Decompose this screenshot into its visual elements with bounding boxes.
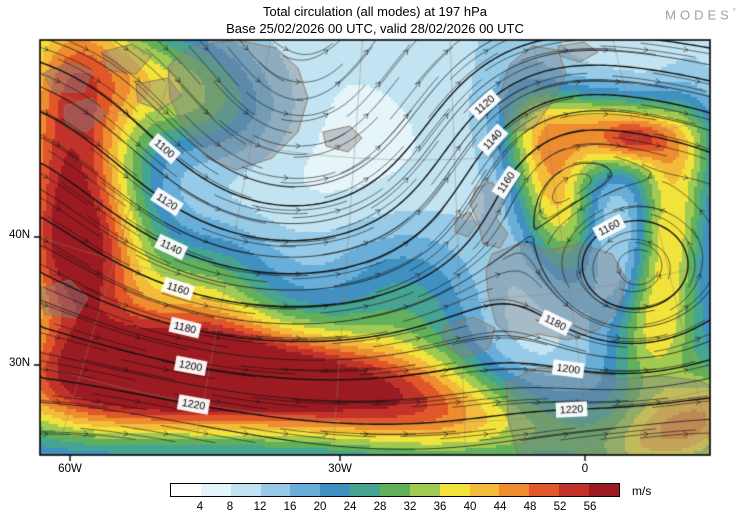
- chart-title-block: Total circulation (all modes) at 197 hPa…: [0, 3, 750, 37]
- colorbar-segment: [469, 484, 500, 496]
- colorbar-segment: [380, 484, 410, 496]
- colorbar: [170, 483, 620, 497]
- colorbar-segment: [350, 484, 381, 496]
- lat-label: 40N: [9, 229, 31, 241]
- colorbar-tick-label: 40: [463, 501, 477, 513]
- colorbar-tick-label: 32: [403, 501, 417, 513]
- colorbar-segment: [589, 484, 619, 496]
- colorbar-tick-label: 16: [283, 501, 297, 513]
- colorbar-tick-label: 24: [343, 501, 357, 513]
- lon-label: 30W: [328, 463, 352, 475]
- colorbar-segment: [171, 484, 201, 496]
- lon-label: 60W: [58, 463, 82, 475]
- colorbar-tick-label: 56: [583, 501, 597, 513]
- lat-label: 30N: [9, 357, 31, 369]
- colorbar-segment: [200, 484, 231, 496]
- colorbar-segment: [230, 484, 261, 496]
- colorbar-tick-label: 52: [553, 501, 567, 513]
- lon-label: 0: [581, 463, 589, 475]
- colorbar-tick-label: 4: [196, 501, 204, 513]
- colorbar-tick-label: 48: [523, 501, 537, 513]
- modes-logo-text: MODES: [665, 7, 733, 23]
- colorbar-segment: [260, 484, 291, 496]
- colorbar-segment: [559, 484, 590, 496]
- colorbar-segment: [499, 484, 530, 496]
- modes-logo: MODES°: [665, 7, 736, 22]
- colorbar-tick-label: 12: [253, 501, 267, 513]
- colorbar-segment: [409, 484, 440, 496]
- colorbar-segment: [290, 484, 321, 496]
- chart-subtitle: Base 25/02/2026 00 UTC, valid 28/02/2026…: [226, 21, 524, 36]
- colorbar-tick-label: 20: [313, 501, 327, 513]
- colorbar-segment: [439, 484, 470, 496]
- colorbar-tick-label: 8: [226, 501, 234, 513]
- colorbar-segment: [529, 484, 560, 496]
- modes-logo-mark: °: [732, 7, 736, 16]
- colorbar-unit: m/s: [632, 484, 652, 498]
- colorbar-segment: [320, 484, 351, 496]
- colorbar-tick-label: 28: [373, 501, 387, 513]
- colorbar-tick-label: 36: [433, 501, 447, 513]
- colorbar-tick-label: 44: [493, 501, 507, 513]
- chart-title: Total circulation (all modes) at 197 hPa: [262, 4, 487, 19]
